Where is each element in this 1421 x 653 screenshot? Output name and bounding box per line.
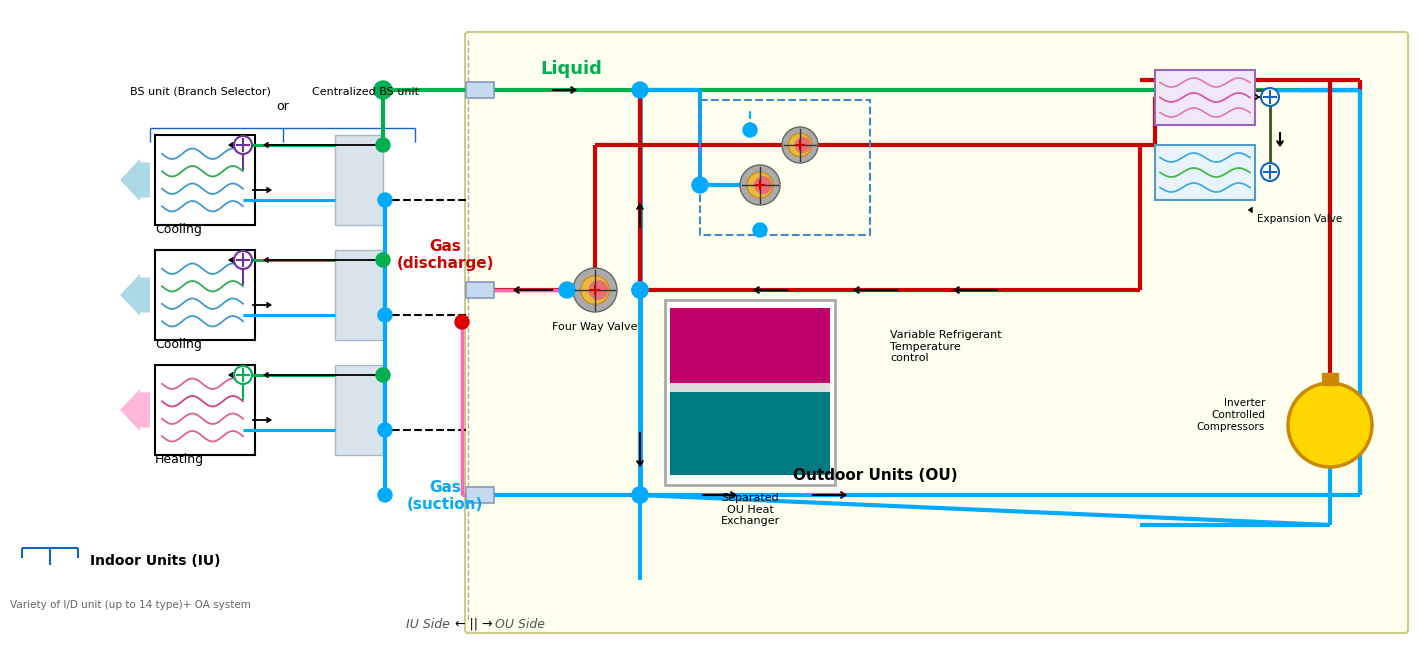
Text: or: or — [277, 100, 290, 113]
Circle shape — [378, 488, 392, 502]
Bar — [1155, 145, 1255, 200]
Bar — [466, 282, 495, 298]
Text: Liquid: Liquid — [540, 60, 603, 78]
Circle shape — [573, 268, 617, 312]
Bar — [669, 383, 830, 392]
Text: Cooling: Cooling — [155, 338, 202, 351]
Circle shape — [581, 276, 610, 304]
Bar — [155, 135, 254, 225]
Text: Expansion Valve: Expansion Valve — [1258, 214, 1343, 224]
Bar — [669, 390, 830, 475]
Text: ← || →: ← || → — [455, 618, 493, 631]
Bar — [466, 82, 495, 98]
Circle shape — [588, 280, 608, 300]
Circle shape — [747, 172, 773, 198]
FancyArrow shape — [119, 274, 151, 316]
Circle shape — [378, 308, 392, 322]
Circle shape — [794, 137, 811, 153]
Circle shape — [632, 282, 648, 298]
Text: Gas
(suction): Gas (suction) — [406, 479, 483, 512]
Circle shape — [740, 165, 780, 205]
FancyArrow shape — [119, 389, 151, 431]
Circle shape — [378, 193, 392, 207]
Bar — [1155, 70, 1255, 125]
Text: Heating: Heating — [155, 453, 205, 466]
Text: IU Side: IU Side — [406, 618, 450, 631]
Circle shape — [377, 138, 389, 152]
FancyArrow shape — [119, 159, 151, 201]
Bar — [669, 308, 830, 383]
Text: Centralized BS unit: Centralized BS unit — [311, 87, 419, 97]
Circle shape — [1287, 383, 1373, 467]
Circle shape — [632, 82, 648, 98]
Bar — [665, 300, 836, 485]
Bar — [155, 250, 254, 340]
Text: Indoor Units (IU): Indoor Units (IU) — [90, 554, 220, 568]
Text: Variety of I/D unit (up to 14 type)+ OA system: Variety of I/D unit (up to 14 type)+ OA … — [10, 600, 252, 610]
Text: Cooling: Cooling — [155, 223, 202, 236]
Circle shape — [789, 133, 811, 157]
Circle shape — [377, 368, 389, 382]
Circle shape — [234, 366, 252, 384]
Circle shape — [377, 253, 389, 267]
Text: BS unit (Branch Selector): BS unit (Branch Selector) — [129, 87, 270, 97]
Circle shape — [1260, 163, 1279, 181]
Bar — [466, 487, 495, 503]
Circle shape — [378, 423, 392, 437]
Circle shape — [755, 176, 772, 194]
Bar — [701, 100, 870, 235]
FancyBboxPatch shape — [465, 32, 1408, 633]
Bar — [335, 365, 384, 455]
Circle shape — [558, 282, 576, 298]
Bar — [1322, 373, 1339, 385]
Text: Four Way Valve: Four Way Valve — [553, 322, 638, 332]
Circle shape — [632, 487, 648, 503]
Text: Outdoor Units (OU): Outdoor Units (OU) — [793, 468, 958, 483]
Text: Gas
(discharge): Gas (discharge) — [396, 238, 493, 271]
Circle shape — [632, 487, 648, 503]
Circle shape — [455, 315, 469, 329]
Bar — [335, 135, 384, 225]
Bar — [155, 365, 254, 455]
Text: Inverter
Controlled
Compressors: Inverter Controlled Compressors — [1196, 398, 1265, 432]
Text: Separated
OU Heat
Exchanger: Separated OU Heat Exchanger — [720, 493, 780, 526]
Circle shape — [374, 81, 392, 99]
Text: Variable Refrigerant
Temperature
control: Variable Refrigerant Temperature control — [890, 330, 1002, 363]
Circle shape — [782, 127, 818, 163]
Circle shape — [1260, 88, 1279, 106]
Circle shape — [743, 123, 757, 137]
Circle shape — [234, 136, 252, 154]
Circle shape — [234, 251, 252, 269]
Circle shape — [692, 177, 708, 193]
Text: OU Side: OU Side — [495, 618, 546, 631]
Circle shape — [632, 282, 648, 298]
Circle shape — [753, 223, 767, 237]
Bar — [335, 250, 384, 340]
